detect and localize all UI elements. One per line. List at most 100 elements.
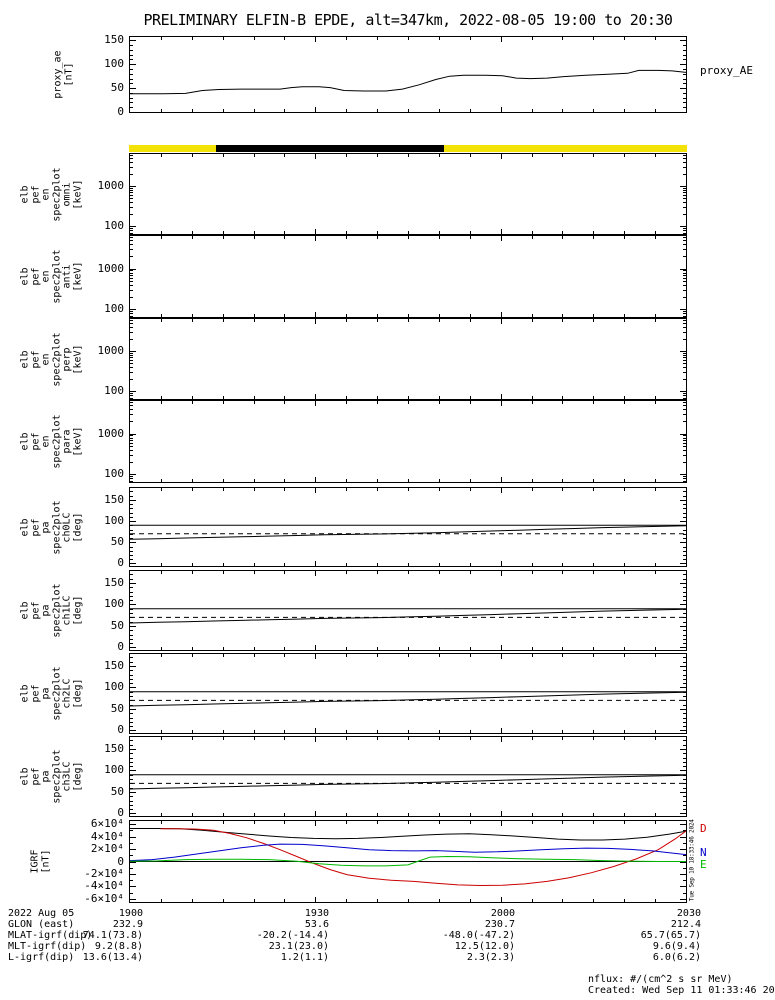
axis-tick — [130, 745, 133, 746]
axis-tick — [130, 360, 133, 361]
y-tick-label: 100 — [104, 763, 124, 776]
axis-tick — [624, 154, 625, 157]
axis-tick — [130, 186, 136, 187]
axis-tick — [192, 821, 193, 824]
axis-tick — [683, 788, 686, 789]
axis-tick — [470, 231, 471, 234]
axis-tick — [130, 285, 133, 286]
axis-tick — [315, 654, 316, 659]
axis-tick — [501, 401, 502, 406]
axis-tick — [130, 899, 136, 900]
axis-tick — [346, 401, 347, 404]
axis-tick — [683, 574, 686, 575]
axis-tick — [439, 154, 440, 157]
axis-tick — [130, 749, 136, 750]
axis-tick — [130, 809, 133, 810]
axis-tick — [130, 508, 133, 509]
ephemeris-value: 212.4 — [670, 919, 701, 930]
axis-tick — [439, 109, 440, 112]
panel-pa_ch2 — [129, 653, 687, 734]
axis-tick — [377, 899, 378, 902]
y-axis-label-text: elb pef pa spec2plot ch3LC [deg] — [20, 749, 84, 803]
axis-tick — [624, 314, 625, 317]
time-tick-label: 2000 — [490, 908, 515, 919]
axis-tick — [683, 643, 686, 644]
axis-tick — [130, 198, 133, 199]
axis-tick — [562, 563, 563, 566]
axis-tick — [223, 737, 224, 740]
axis-tick — [501, 236, 502, 241]
axis-tick — [377, 314, 378, 317]
axis-tick — [192, 737, 193, 740]
panel-igrf — [129, 820, 687, 903]
panel-proxy_ae — [129, 36, 687, 113]
axis-tick — [130, 559, 133, 560]
axis-tick — [683, 783, 686, 784]
axis-tick — [346, 314, 347, 317]
axis-tick — [683, 679, 686, 680]
axis-tick — [501, 897, 502, 902]
axis-tick — [532, 730, 533, 733]
axis-tick — [130, 256, 133, 257]
axis-tick — [683, 240, 686, 241]
panel-spec_omni — [129, 153, 687, 235]
axis-tick — [408, 813, 409, 816]
flag-segment — [129, 145, 217, 152]
pa_ch0-traces — [130, 524, 686, 540]
axis-tick — [683, 230, 686, 231]
axis-tick — [223, 654, 224, 657]
axis-tick — [683, 74, 686, 75]
axis-tick — [470, 899, 471, 902]
axis-tick — [683, 635, 686, 636]
axis-tick — [655, 899, 656, 902]
axis-tick — [683, 313, 686, 314]
axis-tick — [130, 155, 133, 156]
axis-tick — [284, 109, 285, 112]
axis-tick — [408, 236, 409, 239]
axis-tick — [130, 613, 133, 614]
y-axis-label-line: ch1LC — [61, 595, 73, 626]
axis-tick — [130, 740, 133, 741]
trace-losscone — [130, 691, 686, 707]
axis-tick — [130, 230, 133, 231]
y-axis-label-line: en — [40, 435, 52, 448]
y-axis-label-line: [deg] — [72, 511, 83, 543]
axis-tick — [683, 55, 686, 56]
axis-tick — [161, 231, 162, 234]
axis-tick — [683, 705, 686, 706]
y-tick-label: 100 — [104, 597, 124, 610]
axis-tick — [624, 654, 625, 657]
axis-tick — [315, 897, 316, 902]
axis-tick — [346, 236, 347, 239]
panel-pa_ch1 — [129, 570, 687, 651]
y-axis-label-pa_ch3: elb pef pa spec2plot ch3LC [deg] — [10, 736, 94, 817]
axis-tick — [284, 813, 285, 816]
y-axis-label-igrf: IGRF [nT] — [24, 820, 58, 903]
axis-tick — [346, 109, 347, 112]
axis-tick — [130, 64, 136, 65]
axis-tick — [408, 563, 409, 566]
axis-tick — [130, 670, 133, 671]
axis-tick — [408, 899, 409, 902]
axis-tick — [130, 813, 136, 814]
axis-tick — [130, 843, 133, 844]
axis-tick — [192, 654, 193, 657]
axis-tick — [346, 647, 347, 650]
axis-tick — [439, 236, 440, 239]
axis-tick — [130, 323, 133, 324]
axis-tick — [223, 319, 224, 322]
axis-tick — [683, 555, 686, 556]
axis-tick — [408, 154, 409, 157]
axis-tick — [223, 488, 224, 491]
ephemeris-value: -20.2(-14.4) — [256, 930, 329, 941]
axis-tick — [161, 899, 162, 902]
axis-tick — [254, 563, 255, 566]
axis-tick — [192, 479, 193, 482]
time-tick-label: 2030 — [676, 908, 701, 919]
axis-tick — [130, 402, 133, 403]
axis-tick — [624, 813, 625, 816]
axis-tick — [562, 231, 563, 234]
y-axis-label-line: [keV] — [72, 426, 83, 457]
axis-tick — [683, 256, 686, 257]
axis-tick — [683, 843, 686, 844]
